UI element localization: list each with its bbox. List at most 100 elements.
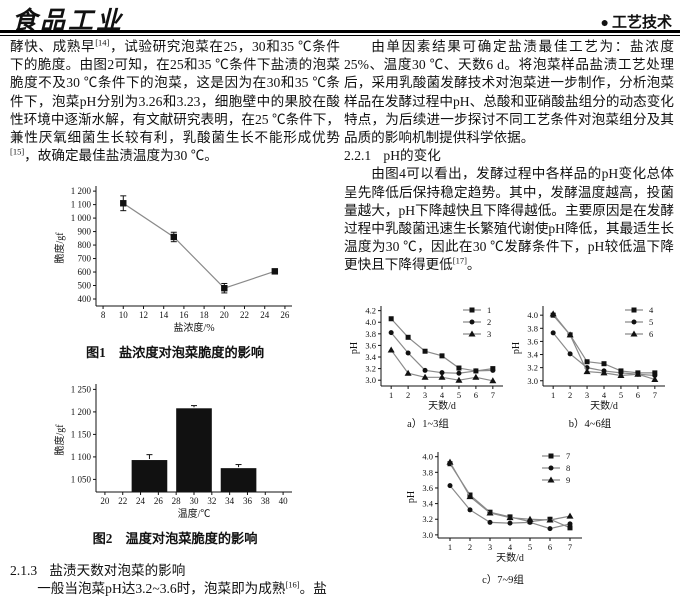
svg-text:800: 800 — [78, 240, 92, 250]
svg-text:34: 34 — [225, 496, 235, 506]
svg-text:3: 3 — [487, 329, 491, 339]
svg-text:3.2: 3.2 — [527, 363, 538, 373]
header-rule — [0, 30, 680, 36]
svg-text:9: 9 — [566, 475, 570, 485]
svg-text:天数/d: 天数/d — [428, 399, 456, 412]
section-label: ● 工艺技术 — [601, 11, 672, 32]
svg-text:26: 26 — [154, 496, 164, 506]
salt-concentration-line-chart: 400 500 600 700 800 900 1 000 1 100 1 200 8 10 12 14… — [53, 186, 292, 334]
right-column: 由单因素结果可确定盐渍最佳工艺为：盐浓度25%、温度30 ℃、天数6 d。将泡菜… — [344, 38, 674, 275]
svg-text:22: 22 — [118, 496, 127, 506]
right-paragraph-2: 由图4可以看出，发酵过程中各样品的pH变化总体呈先降低后保持稳定趋势。其中，发酵… — [344, 165, 674, 274]
figure-4a-caption: a）1~3组 — [407, 419, 449, 430]
svg-text:22: 22 — [240, 310, 249, 320]
left-paragraph-2: 一般当泡菜pH达3.2~3.6时，泡菜即为成熟[16]。盐 — [10, 580, 340, 598]
temperature-bar-chart: 1 050 1 100 1 150 1 200 1 250 20 22 24 26 28 30 32 3… — [53, 384, 292, 520]
svg-text:1 200: 1 200 — [71, 186, 92, 196]
svg-text:1: 1 — [389, 390, 393, 400]
svg-text:2: 2 — [468, 542, 472, 552]
ph-line-chart-groups-1-3: 3.03.2 3.4 3.63.8 4.04.2 1 2 3 4 5 6 7 天数/d pH 1 2 3 — [349, 305, 503, 412]
figure-2: 1 050 1 100 1 150 1 200 1 250 20 22 24 26 28 30 32 3… — [10, 380, 340, 547]
svg-text:7: 7 — [491, 390, 495, 400]
svg-text:1: 1 — [448, 542, 452, 552]
svg-text:10: 10 — [119, 310, 129, 320]
text-run: ，故确定最佳盐渍温度为30 ℃。 — [24, 148, 218, 164]
svg-text:24: 24 — [260, 310, 270, 320]
svg-text:18: 18 — [200, 310, 210, 320]
citation-ref-14: [14] — [95, 37, 110, 48]
svg-text:1: 1 — [487, 305, 491, 315]
text-run: 。 — [466, 257, 481, 273]
section-title: 盐渍天数对泡菜的影响 — [49, 563, 186, 578]
svg-text:6: 6 — [649, 329, 653, 339]
svg-text:pH: pH — [406, 491, 417, 503]
svg-text:36: 36 — [243, 496, 253, 506]
svg-text:30: 30 — [190, 496, 200, 506]
svg-text:20: 20 — [100, 496, 110, 506]
svg-text:3: 3 — [488, 542, 492, 552]
text-run: 由图4可以看出，发酵过程中各样品的pH变化总体呈先降低后保持稳定趋势。其中，发酵… — [344, 166, 674, 273]
svg-text:20: 20 — [220, 310, 230, 320]
svg-text:40: 40 — [279, 496, 289, 506]
svg-text:4: 4 — [508, 542, 513, 552]
ph-line-chart-groups-4-6: 3.0 3.2 3.4 3.6 3.8 4.0 1 2 3 4 5 6 7 天数/d pH 4 5 6 — [511, 305, 665, 412]
section-number: 2.2.1 — [344, 148, 372, 164]
svg-text:14: 14 — [159, 310, 169, 320]
right-paragraph-1: 由单因素结果可确定盐渍最佳工艺为：盐浓度25%、温度30 ℃、天数6 d。将泡菜… — [344, 39, 674, 146]
svg-text:900: 900 — [78, 227, 92, 237]
bullet-icon: ● — [600, 14, 609, 30]
svg-text:3.6: 3.6 — [422, 483, 433, 493]
svg-text:7: 7 — [653, 390, 657, 400]
svg-text:温度/℃: 温度/℃ — [178, 507, 211, 520]
svg-text:3: 3 — [423, 390, 427, 400]
section-heading-2-1-3: 2.1.3 盐渍天数对泡菜的影响 — [10, 562, 340, 580]
svg-text:盐浓度/%: 盐浓度/% — [173, 321, 214, 334]
svg-text:24: 24 — [136, 496, 146, 506]
svg-text:5: 5 — [649, 317, 653, 327]
svg-text:600: 600 — [78, 267, 92, 277]
svg-text:1 050: 1 050 — [71, 474, 92, 484]
svg-text:pH: pH — [511, 342, 522, 354]
svg-text:pH: pH — [349, 342, 360, 354]
section-number: 2.1.3 — [10, 563, 38, 578]
svg-text:500: 500 — [78, 281, 92, 291]
text-run: 酵快、成熟早 — [10, 39, 96, 54]
svg-text:16: 16 — [179, 310, 189, 320]
svg-text:1 200: 1 200 — [71, 407, 92, 417]
section-title: pH的变化 — [383, 148, 441, 164]
svg-text:4.0: 4.0 — [365, 317, 376, 327]
svg-text:5: 5 — [528, 542, 532, 552]
svg-text:2: 2 — [487, 317, 491, 327]
left-paragraph-1: 酵快、成熟早[14]，试验研究泡菜在25，30和35 ℃条件下的脆度。由图2可知… — [10, 38, 340, 165]
svg-text:4: 4 — [602, 390, 607, 400]
svg-text:4: 4 — [649, 305, 654, 315]
svg-text:1 100: 1 100 — [71, 452, 92, 462]
svg-text:5: 5 — [457, 390, 461, 400]
svg-text:4.0: 4.0 — [527, 310, 538, 320]
svg-text:脆度/gf: 脆度/gf — [53, 424, 66, 456]
svg-text:3.4: 3.4 — [527, 350, 538, 360]
svg-text:3.6: 3.6 — [365, 340, 376, 350]
svg-text:6: 6 — [636, 390, 640, 400]
svg-text:8: 8 — [566, 463, 570, 473]
svg-text:38: 38 — [261, 496, 271, 506]
svg-text:6: 6 — [548, 542, 552, 552]
svg-text:400: 400 — [78, 294, 92, 304]
svg-text:1: 1 — [551, 390, 555, 400]
svg-text:3.0: 3.0 — [527, 376, 538, 386]
citation-ref-16: [16] — [285, 579, 300, 590]
figure-1-caption: 图1 盐浓度对泡菜脆度的影响 — [85, 345, 265, 360]
svg-text:4.0: 4.0 — [422, 452, 433, 462]
svg-text:1 000: 1 000 — [71, 213, 92, 223]
svg-text:7: 7 — [568, 542, 572, 552]
ph-line-chart-groups-7-9: 3.0 3.2 3.4 3.6 3.8 4.0 1 2 3 4 5 6 7 天数/d pH 7 8 9 — [406, 451, 582, 564]
svg-text:2: 2 — [568, 390, 572, 400]
svg-text:3.2: 3.2 — [365, 364, 376, 374]
citation-ref-17: [17] — [452, 255, 467, 266]
svg-text:3.8: 3.8 — [365, 329, 376, 339]
text-run: 一般当泡菜pH达3.2~3.6时，泡菜即为成熟 — [37, 581, 286, 596]
svg-text:26: 26 — [280, 310, 290, 320]
svg-text:8: 8 — [101, 310, 106, 320]
svg-text:1 100: 1 100 — [71, 200, 92, 210]
